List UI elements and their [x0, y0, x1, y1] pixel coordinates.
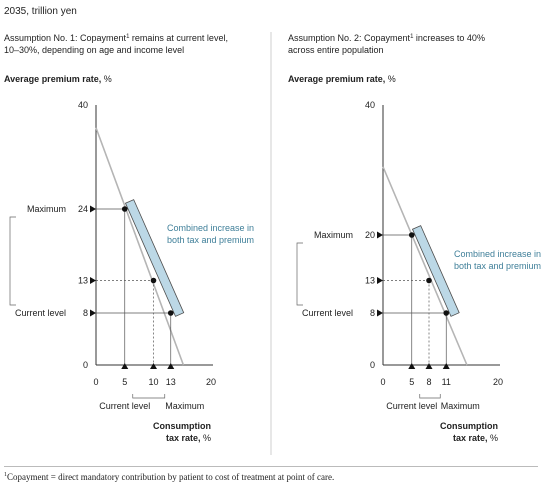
chart-title-line2: 10–30%, depending on age and income leve… [4, 45, 184, 55]
data-point [150, 277, 157, 284]
y-axis-marker [377, 277, 383, 284]
x-axis-label-line2: tax rate, % [453, 433, 498, 443]
x-axis-label-bold: tax rate, [166, 433, 201, 443]
y-axis-range-label: Current level [15, 308, 66, 318]
x-axis-range-label: Current level [386, 401, 437, 411]
x-axis-label-unit: % [200, 433, 211, 443]
x-axis-range-label: Maximum [165, 401, 204, 411]
y-tick-label: 0 [370, 360, 375, 370]
y-tick-label: 8 [83, 308, 88, 318]
band-annotation-line: Combined increase in [167, 223, 254, 233]
title-text: increases to 40% [413, 33, 485, 43]
data-point [443, 310, 450, 316]
x-tick-label: 5 [122, 377, 127, 387]
y-tick-label: 40 [78, 100, 88, 110]
x-axis-label-bold: tax rate, [453, 433, 488, 443]
trade-off-line [95, 127, 185, 366]
x-axis-marker [121, 363, 129, 369]
x-axis-marker [408, 363, 416, 369]
footnote-ref: 1 [410, 34, 414, 40]
x-axis-label-line2: tax rate, % [166, 433, 211, 443]
x-tick-label: 13 [166, 377, 176, 387]
x-axis-range-label: Current level [99, 401, 150, 411]
y-axis-marker [377, 309, 383, 317]
x-tick-label: 20 [493, 377, 503, 387]
y-tick-label: 20 [365, 230, 375, 240]
chart-title-line1: Assumption No. 1: Copayment1 remains at … [4, 33, 228, 43]
x-tick-label: 11 [442, 377, 451, 387]
x-axis-marker [150, 363, 157, 369]
y-axis-marker [90, 277, 96, 284]
x-axis-marker [425, 363, 433, 369]
x-range-bracket [132, 394, 166, 399]
y-axis-marker [377, 231, 383, 239]
title-text: Assumption No. 1: Copayment [4, 33, 127, 43]
chart-title-line2: across entire population [288, 45, 384, 55]
footnote-ref: 1 [126, 34, 130, 40]
data-point [121, 206, 128, 212]
footnote: 1Copayment = direct mandatory contributi… [4, 472, 334, 482]
y-tick-label: 13 [365, 276, 375, 286]
chart-left: Assumption No. 1: Copayment1 remains at … [4, 33, 254, 443]
chart-right: Assumption No. 2: Copayment1 increases t… [288, 33, 541, 443]
y-axis-label-bold: Average premium rate, [288, 74, 385, 84]
x-axis-marker [167, 363, 175, 369]
y-tick-label: 13 [78, 276, 88, 286]
y-tick-label: 8 [370, 308, 375, 318]
y-axis-range-label: Current level [302, 308, 353, 318]
y-axis-marker [90, 309, 96, 317]
x-tick-label: 0 [93, 377, 98, 387]
y-axis-label-bold: Average premium rate, [4, 74, 101, 84]
y-range-bracket [9, 216, 16, 306]
y-axis-range-label: Maximum [314, 230, 353, 240]
combined-increase-band [411, 225, 460, 317]
x-tick-label: 20 [206, 377, 216, 387]
band-annotation-line: both tax and premium [167, 235, 254, 245]
y-tick-label: 0 [83, 360, 88, 370]
x-axis-range-label: Maximum [441, 401, 480, 411]
y-axis-label: Average premium rate, % [4, 74, 112, 84]
title-text: Assumption No. 2: Copayment [288, 33, 411, 43]
x-tick-label: 10 [148, 377, 158, 387]
footnote-marker: 1 [4, 472, 7, 478]
data-point [167, 310, 174, 316]
data-point [408, 232, 415, 238]
x-axis-marker [442, 363, 450, 369]
footnote-text: Copayment = direct mandatory contributio… [7, 472, 335, 482]
title-text: remains at current level, [129, 33, 228, 43]
x-tick-label: 8 [426, 377, 431, 387]
combined-increase-band [124, 199, 185, 317]
x-axis-label-unit: % [487, 433, 498, 443]
x-axis-label-line1: Consumption [153, 421, 211, 431]
band-annotation-line: Combined increase in [454, 249, 541, 259]
y-axis-label: Average premium rate, % [288, 74, 396, 84]
y-axis-marker [90, 205, 96, 213]
x-tick-label: 5 [409, 377, 414, 387]
y-axis-range-label: Maximum [27, 204, 66, 214]
footnote-rule [4, 466, 538, 467]
y-tick-label: 40 [365, 100, 375, 110]
x-range-bracket [419, 394, 441, 399]
chart-title-line1: Assumption No. 2: Copayment1 increases t… [288, 33, 485, 43]
y-axis-label-unit: % [385, 74, 396, 84]
y-tick-label: 24 [78, 204, 88, 214]
trade-off-line [382, 166, 468, 366]
y-axis-label-unit: % [101, 74, 112, 84]
data-point [426, 277, 432, 284]
x-tick-label: 0 [380, 377, 385, 387]
x-axis-label-line1: Consumption [440, 421, 498, 431]
unit-label: 2035, trillion yen [4, 6, 77, 17]
y-range-bracket [296, 242, 303, 306]
band-annotation-line: both tax and premium [454, 261, 541, 271]
